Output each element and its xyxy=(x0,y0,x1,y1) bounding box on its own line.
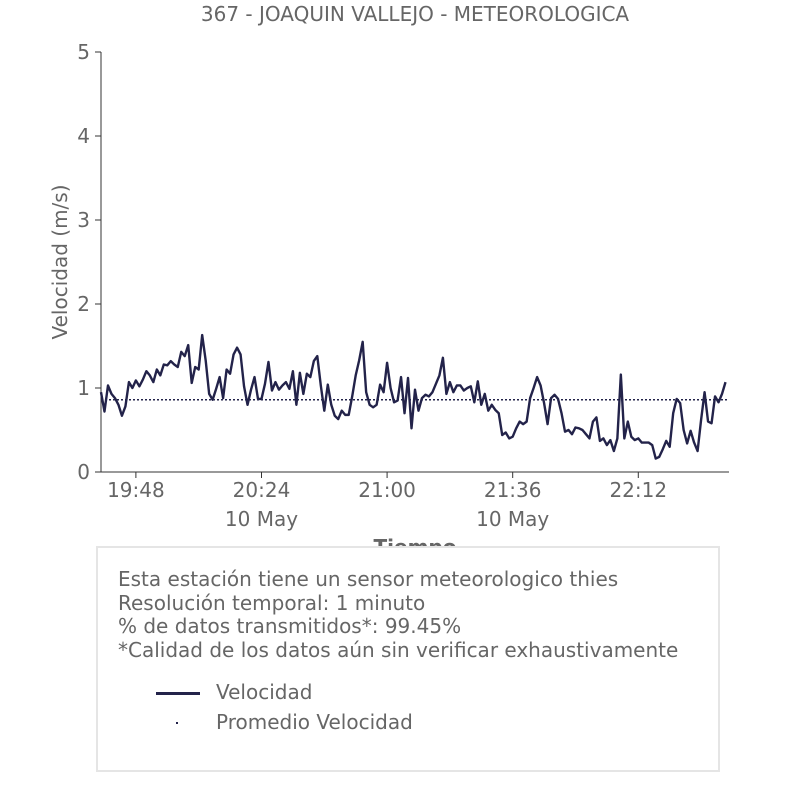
info-resolution-line: Resolución temporal: 1 minuto xyxy=(118,590,426,615)
info-quality-note: *Calidad de los datos aún sin verificar … xyxy=(118,637,679,662)
chart-title: 367 - JOAQUIN VALLEJO - METEOROLOGICA xyxy=(201,2,630,26)
y-tick-label: 4 xyxy=(77,124,90,148)
x-tick-label: 21:36 xyxy=(484,478,542,502)
y-tick-label: 0 xyxy=(77,460,90,484)
legend-dotted-swatch xyxy=(176,722,178,724)
y-tick-label: 2 xyxy=(77,292,90,316)
info-legend-box: Esta estación tiene un sensor meteorolog… xyxy=(96,546,720,772)
info-sensor-line: Esta estación tiene un sensor meteorolog… xyxy=(118,567,619,591)
y-tick-label: 1 xyxy=(77,376,90,400)
x-tick-label: 21:00 xyxy=(358,478,416,502)
legend-label-velocidad: Velocidad xyxy=(216,680,313,704)
x-tick-label: 19:48 xyxy=(107,478,165,502)
legend-label-promedio: Promedio Velocidad xyxy=(216,710,413,734)
x-tick-label: 22:12 xyxy=(609,478,667,502)
info-transmitted-line: % de datos transmitidos*: 99.45% xyxy=(118,614,462,638)
x-tick-date-label: 10 May xyxy=(225,507,298,531)
x-tick-date-label: 10 May xyxy=(476,507,549,531)
y-tick-label: 5 xyxy=(77,40,90,64)
station-info: Esta estación tiene un sensor meteorolog… xyxy=(118,567,679,662)
series-velocidad-line xyxy=(99,333,727,460)
y-axis-title: Velocidad (m/s) xyxy=(48,184,72,339)
legend-solid-line-swatch xyxy=(156,692,200,695)
x-tick-label: 20:24 xyxy=(233,478,291,502)
y-tick-label: 3 xyxy=(77,208,90,232)
